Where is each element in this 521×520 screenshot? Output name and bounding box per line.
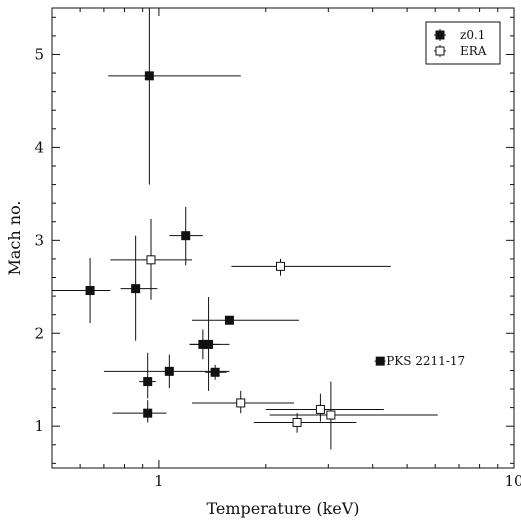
- filled-square-marker: [85, 286, 95, 296]
- filled-square-marker: [181, 231, 191, 241]
- point-z0-1: [189, 297, 230, 391]
- legend-open-square-marker: [435, 46, 445, 56]
- point-era: [110, 218, 193, 300]
- filled-square-marker: [144, 71, 154, 81]
- point-z0-1: [192, 315, 299, 325]
- point-z0-1: [120, 235, 158, 341]
- point-z0-1: [169, 206, 203, 266]
- y-axis-ticks: 1 2 3 4 5: [34, 16, 514, 464]
- point-z0-1: [139, 352, 156, 399]
- legend-filled-square-marker: [435, 30, 445, 40]
- legend: z0.1 ERA: [425, 21, 501, 65]
- legend-box: [425, 21, 501, 65]
- x-axis-label: Temperature (keV): [206, 499, 359, 518]
- point-era: [231, 258, 391, 276]
- x-tick-label: 1: [154, 472, 164, 490]
- point-era: [253, 413, 357, 433]
- filled-square-marker: [224, 315, 234, 325]
- filled-square-marker: [143, 377, 153, 387]
- point-z0-1: [103, 354, 230, 389]
- open-square-marker: [292, 417, 302, 427]
- x-axis-ticks: 1 10: [51, 8, 521, 490]
- y-tick-label: 3: [34, 231, 44, 249]
- point-z0-1: [108, 8, 241, 185]
- y-tick-label: 4: [34, 138, 44, 156]
- x-tick-label: 10: [504, 472, 521, 490]
- point-era: [269, 381, 438, 450]
- point-era: [265, 393, 384, 422]
- open-square-marker: [326, 410, 336, 420]
- y-axis-label: Mach no.: [5, 200, 24, 275]
- legend-label-era: ERA: [460, 44, 487, 58]
- filled-square-marker: [204, 339, 214, 349]
- point-z0-1: [112, 400, 167, 423]
- open-square-marker: [275, 261, 285, 271]
- point-z0-1: [205, 364, 227, 380]
- open-square-marker: [315, 404, 325, 414]
- filled-square-marker: [143, 408, 153, 418]
- y-tick-label: 5: [34, 45, 44, 63]
- filled-square-marker: [375, 356, 385, 366]
- plot-frame: [51, 7, 515, 469]
- annotation-layer: PKS 2211-17: [386, 354, 465, 368]
- annotation-pks-2211-17: PKS 2211-17: [386, 354, 465, 368]
- point-z0-1: [52, 257, 111, 324]
- point-era: [192, 390, 294, 414]
- point-pks-2211-17: [374, 356, 386, 366]
- filled-square-marker: [164, 366, 174, 376]
- plot-area: [51, 7, 515, 469]
- data-marks: [52, 8, 438, 450]
- open-square-marker: [236, 398, 246, 408]
- y-tick-label: 1: [34, 417, 44, 435]
- filled-square-marker: [131, 284, 141, 294]
- open-square-marker: [146, 255, 156, 265]
- filled-square-marker: [210, 367, 220, 377]
- legend-label-z0-1: z0.1: [460, 28, 485, 42]
- y-tick-label: 2: [34, 324, 44, 342]
